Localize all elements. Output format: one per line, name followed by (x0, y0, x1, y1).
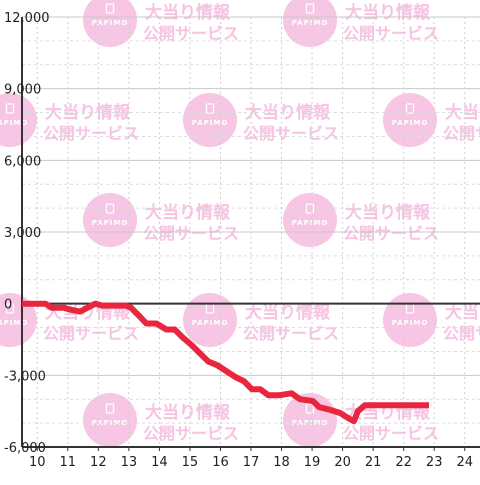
watermark-logo-text: PAPIMO (92, 419, 129, 427)
y-tick-label: 0 (4, 298, 12, 313)
watermark-subtitle: 公開サービス (43, 324, 139, 343)
watermark-title: 大当り情報 (445, 302, 480, 323)
phone-icon (5, 303, 15, 314)
watermark-logo-circle (0, 93, 37, 147)
x-tick-label: 11 (60, 455, 77, 470)
watermark-logo-circle (83, 0, 137, 47)
y-tick-label: -6,000 (4, 441, 46, 456)
watermark-subtitle: 公開サービス (43, 124, 139, 143)
x-tick-label: 18 (273, 455, 290, 470)
watermark-logo-circle (83, 393, 137, 447)
watermark-logo-text: PAPIMO (292, 19, 329, 27)
x-tick-label: 12 (90, 455, 107, 470)
watermark-logo-text: PAPIMO (392, 119, 429, 127)
watermark-title: 大当り情報 (145, 202, 231, 223)
watermark-logo-circle (183, 293, 237, 347)
watermark-title: 大当り情報 (245, 302, 331, 323)
watermark-subtitle: 公開サービス (343, 24, 439, 43)
watermark-title: 大当り情報 (345, 202, 431, 223)
series-line (22, 300, 429, 425)
watermark-subtitle: 公開サービス (443, 324, 480, 343)
phone-icon (105, 403, 115, 414)
watermark-subtitle: 公開サービス (143, 424, 239, 443)
grid-lines (22, 16, 480, 448)
watermark-subtitle: 公開サービス (443, 124, 480, 143)
watermark-title: 大当り情報 (145, 2, 231, 23)
x-tick-label: 20 (334, 455, 351, 470)
phone-icon (305, 3, 315, 14)
watermark-logo-text: PAPIMO (0, 319, 28, 327)
watermark-title: 大当り情報 (345, 2, 431, 23)
watermark-logo-text: PAPIMO (0, 119, 28, 127)
watermark-logo-text: PAPIMO (292, 419, 329, 427)
y-tick-label: -3,000 (4, 369, 46, 384)
x-tick-label: 21 (365, 455, 382, 470)
watermark-subtitle: 公開サービス (243, 124, 339, 143)
watermark-logo-text: PAPIMO (92, 219, 129, 227)
series-layer (22, 300, 429, 425)
y-tick-label: 9,000 (4, 83, 41, 98)
watermark-logo-circle (383, 293, 437, 347)
watermark-logo-text: PAPIMO (392, 319, 429, 327)
watermark-layer: PAPIMO大当り情報公開サービスPAPIMO大当り情報公開サービスPAPIMO… (0, 0, 480, 447)
x-tick-label: 22 (395, 455, 412, 470)
x-tick-label: 13 (121, 455, 138, 470)
x-tick-label: 19 (304, 455, 321, 470)
watermark-logo-circle (83, 193, 137, 247)
watermark-logo-text: PAPIMO (192, 119, 229, 127)
y-tick-label: 6,000 (4, 154, 41, 169)
watermark-logo-circle (383, 93, 437, 147)
x-tick-label: 23 (426, 455, 443, 470)
watermark-logo-circle (183, 93, 237, 147)
watermark-title: 大当り情報 (145, 402, 231, 423)
phone-icon (5, 103, 15, 114)
watermark-subtitle: 公開サービス (343, 424, 439, 443)
x-tick-label: 14 (151, 455, 168, 470)
watermark-subtitle: 公開サービス (143, 24, 239, 43)
x-tick-label: 15 (182, 455, 199, 470)
watermark-subtitle: 公開サービス (143, 224, 239, 243)
watermark-logo-text: PAPIMO (92, 19, 129, 27)
y-tick-label: 12,000 (4, 11, 50, 26)
watermark-subtitle: 公開サービス (243, 324, 339, 343)
phone-icon (105, 3, 115, 14)
watermark-title: 大当り情報 (45, 102, 131, 123)
x-tick-label: 24 (456, 455, 473, 470)
phone-icon (405, 103, 415, 114)
watermark-subtitle: 公開サービス (343, 224, 439, 243)
phone-icon (305, 403, 315, 414)
x-tick-label: 10 (29, 455, 46, 470)
watermark-logo-text: PAPIMO (292, 219, 329, 227)
y-tick-label: 3,000 (4, 226, 41, 241)
x-tick-label: 16 (212, 455, 229, 470)
watermark-logo-circle (283, 193, 337, 247)
x-tick-label: 17 (243, 455, 260, 470)
watermark-logo-circle (283, 0, 337, 47)
watermark-logo-text: PAPIMO (192, 319, 229, 327)
